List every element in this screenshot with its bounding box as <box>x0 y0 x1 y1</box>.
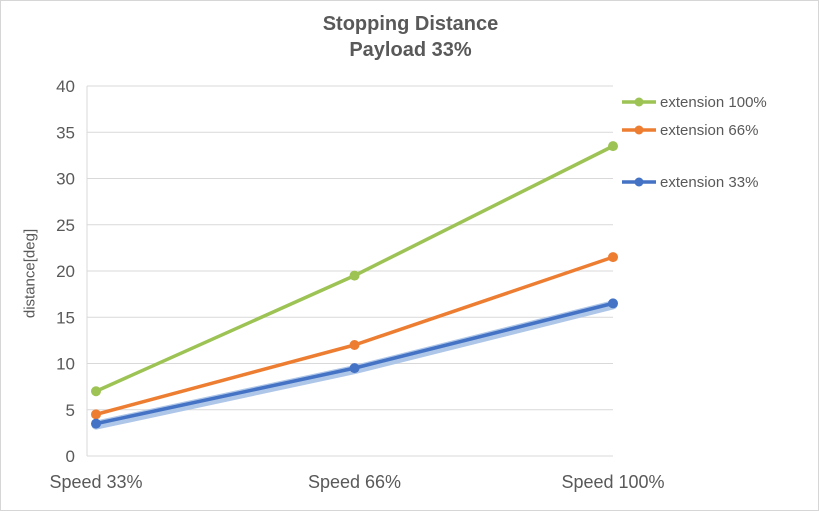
y-tick-label: 20 <box>56 262 75 281</box>
x-tick-label: Speed 66% <box>308 472 401 492</box>
data-point-marker <box>608 298 618 309</box>
y-tick-label: 0 <box>66 447 75 466</box>
x-tick-label: Speed 100% <box>561 472 664 492</box>
chart-title-block: Stopping Distance Payload 33% <box>1 11 818 63</box>
series-line <box>94 255 615 417</box>
legend-label: extension 33% <box>660 173 759 191</box>
legend-item: extension 100% <box>621 91 767 113</box>
y-tick-label: 35 <box>56 123 75 142</box>
y-tick-label: 5 <box>66 401 75 420</box>
data-point-marker <box>91 386 101 397</box>
legend-label: extension 66% <box>660 121 759 139</box>
legend-marker <box>634 177 644 187</box>
legend-item: extension 66% <box>621 119 758 141</box>
legend-key-icon <box>622 125 656 135</box>
y-tick-label: 40 <box>56 77 75 96</box>
data-point-marker <box>349 340 360 350</box>
x-tick-label: Speed 33% <box>49 472 142 492</box>
y-tick-label: 30 <box>56 170 75 189</box>
y-tick-label: 15 <box>56 308 75 327</box>
data-point-marker <box>91 418 101 429</box>
legend-label: extension 100% <box>660 93 767 111</box>
legend-item: extension 33% <box>621 171 758 193</box>
data-point-marker <box>349 270 360 281</box>
legend-marker <box>634 125 644 135</box>
legend-key-icon <box>622 177 656 187</box>
chart-title: Stopping Distance <box>322 13 499 35</box>
data-point-marker <box>349 363 360 374</box>
legend-key-icon <box>622 97 656 107</box>
y-tick-label: 10 <box>56 355 75 374</box>
legend-marker <box>634 97 644 107</box>
data-point-marker <box>608 141 618 152</box>
chart-subtitle: Payload 33% <box>349 39 472 61</box>
data-point-marker <box>608 252 618 263</box>
series-line <box>94 144 615 393</box>
y-tick-label: 25 <box>56 216 75 235</box>
data-point-marker <box>91 409 101 420</box>
